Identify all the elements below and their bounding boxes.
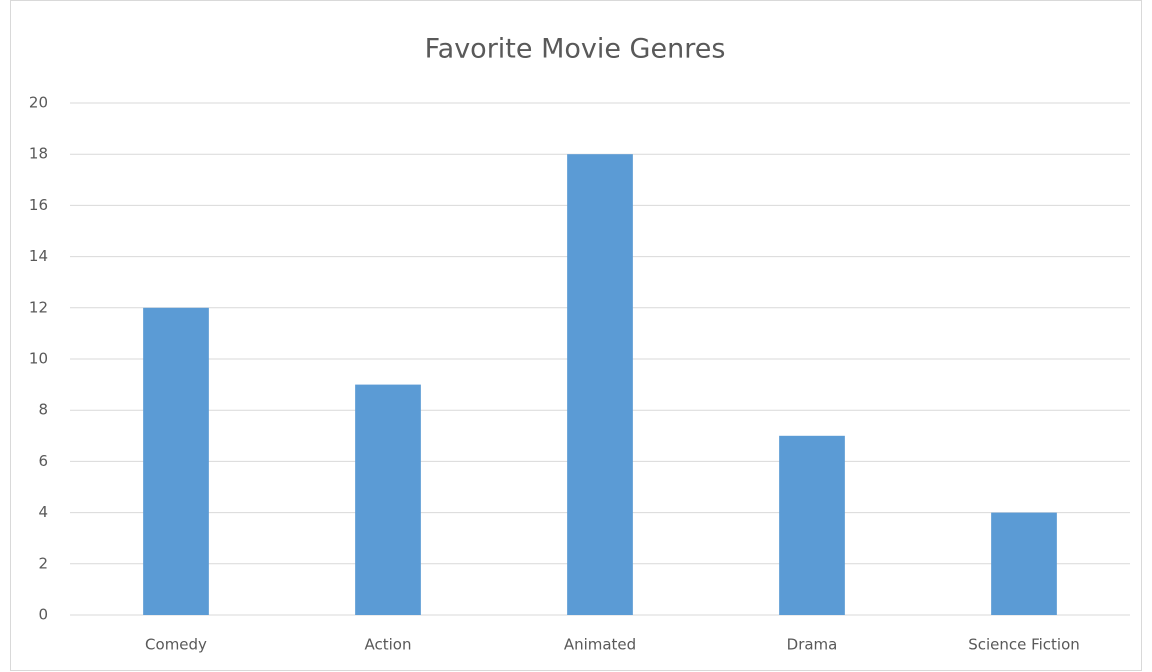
- y-tick-label: 0: [38, 606, 48, 624]
- bar: [779, 435, 845, 615]
- y-tick-label: 12: [29, 298, 48, 316]
- x-tick-label: Animated: [564, 636, 636, 654]
- x-tick-label: Drama: [787, 636, 838, 654]
- y-tick-label: 2: [38, 554, 48, 572]
- y-tick-label: 14: [29, 247, 48, 265]
- y-tick-label: 4: [38, 503, 48, 521]
- bar: [991, 512, 1057, 615]
- x-tick-label: Comedy: [145, 636, 207, 654]
- y-tick-label: 18: [29, 145, 48, 163]
- x-tick-label: Action: [365, 636, 412, 654]
- bar: [567, 154, 633, 615]
- bar: [143, 307, 209, 615]
- x-tick-label: Science Fiction: [968, 636, 1080, 654]
- y-tick-label: 6: [38, 452, 48, 470]
- y-tick-label: 16: [29, 196, 48, 214]
- y-tick-label: 10: [29, 350, 48, 368]
- chart-title: Favorite Movie Genres: [425, 34, 726, 65]
- y-tick-label: 8: [38, 401, 48, 419]
- y-tick-label: 20: [29, 94, 48, 112]
- bar: [355, 384, 421, 615]
